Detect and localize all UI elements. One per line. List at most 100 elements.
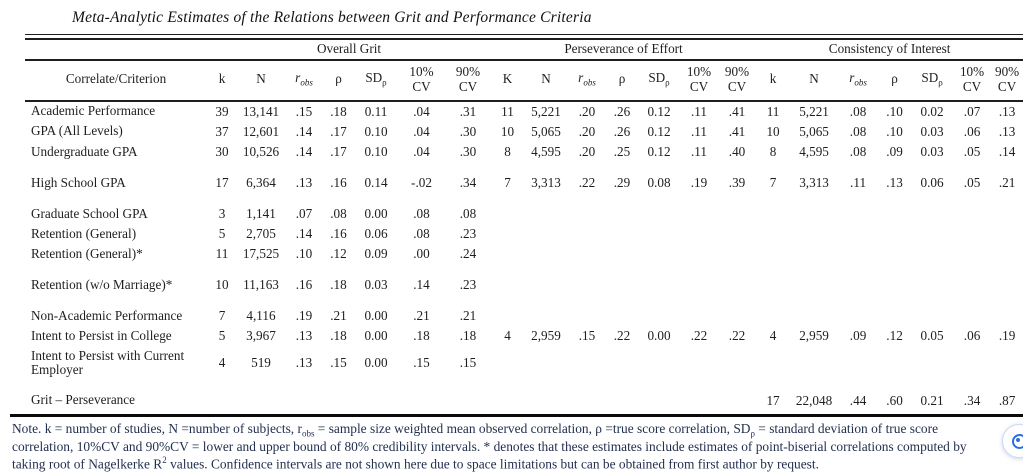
table-cell — [524, 380, 568, 411]
table-cell — [878, 264, 911, 295]
table-cell: 0.00 — [354, 347, 398, 380]
table-cell: 3,313 — [524, 162, 568, 193]
table-cell — [237, 380, 285, 411]
table-cell — [491, 347, 524, 380]
table-cell: 4 — [491, 326, 524, 346]
assistant-badge-glyph — [1012, 434, 1023, 449]
table-cell — [524, 295, 568, 326]
table-cell — [606, 193, 638, 224]
table-cell: .11 — [680, 101, 718, 122]
table-cell: .15 — [398, 347, 445, 380]
table-cell: .08 — [323, 193, 354, 224]
table-cell: .04 — [398, 101, 445, 122]
assistant-badge-icon[interactable] — [1002, 424, 1023, 458]
table-cell: .00 — [398, 244, 445, 264]
column-header-criterion: Correlate/Criterion — [25, 60, 207, 101]
table-cell — [568, 295, 606, 326]
table-cell: .23 — [445, 224, 491, 244]
table-cell — [638, 244, 680, 264]
row-label: High School GPA — [25, 162, 207, 193]
table-cell: .20 — [568, 101, 606, 122]
column-header-rho-ci: ρ — [878, 60, 911, 101]
table-cell — [991, 193, 1023, 224]
table-cell — [606, 347, 638, 380]
table-cell — [790, 347, 838, 380]
table-cell: 7 — [756, 162, 790, 193]
table-cell — [718, 347, 756, 380]
table-cell: 0.08 — [638, 162, 680, 193]
table-cell: -.02 — [398, 162, 445, 193]
column-header-sdrho-og: SDρ — [354, 60, 398, 101]
column-header-cv90-pe: 90%CV — [718, 60, 756, 101]
row-label: Undergraduate GPA — [25, 142, 207, 162]
table-cell — [790, 224, 838, 244]
table-cell: .15 — [568, 326, 606, 346]
table-cell — [991, 224, 1023, 244]
table-cell — [878, 347, 911, 380]
table-cell: .11 — [838, 162, 878, 193]
row-label: Academic Performance — [25, 101, 207, 122]
table-cell: 0.12 — [638, 142, 680, 162]
table-cell: .14 — [285, 122, 323, 142]
table-cell: 5 — [207, 224, 237, 244]
table-cell: 3,967 — [237, 326, 285, 346]
table-cell: .41 — [718, 101, 756, 122]
table-cell: .09 — [878, 142, 911, 162]
table-cell: .40 — [718, 142, 756, 162]
table-cell — [991, 347, 1023, 380]
table-cell: .18 — [398, 326, 445, 346]
table-cell — [680, 224, 718, 244]
table-cell: .31 — [445, 101, 491, 122]
table-cell: 0.06 — [911, 162, 953, 193]
table-cell: 5 — [207, 326, 237, 346]
table-cell: .17 — [323, 122, 354, 142]
table-cell: .08 — [838, 142, 878, 162]
table-cell — [911, 224, 953, 244]
column-header-n-ci: N — [790, 60, 838, 101]
table-cell — [680, 244, 718, 264]
column-header-n-pe: N — [524, 60, 568, 101]
table-cell: 10,526 — [237, 142, 285, 162]
table-cell: 5,065 — [790, 122, 838, 142]
table-cell — [207, 380, 237, 411]
table-cell: 12,601 — [237, 122, 285, 142]
table-cell: 4,595 — [790, 142, 838, 162]
group-header-overall-grit: Overall Grit — [207, 40, 491, 60]
row-label: Grit – Perseverance — [25, 380, 207, 411]
table-cell: .16 — [285, 264, 323, 295]
table-cell — [638, 264, 680, 295]
table-cell: 0.09 — [354, 244, 398, 264]
table-cell: 8 — [756, 142, 790, 162]
table-cell: .10 — [285, 244, 323, 264]
table-cell — [568, 193, 606, 224]
table-cell: 0.14 — [354, 162, 398, 193]
column-header-cv10-og: 10%CV — [398, 60, 445, 101]
table-cell: .11 — [680, 142, 718, 162]
table-cell: .21 — [398, 295, 445, 326]
note-text-segment: obs — [302, 429, 315, 439]
table-cell — [638, 295, 680, 326]
table-cell: .24 — [445, 244, 491, 264]
table-cell — [878, 224, 911, 244]
table-cell: .39 — [718, 162, 756, 193]
table-cell: .04 — [398, 142, 445, 162]
table-cell: .60 — [878, 380, 911, 411]
table-cell — [838, 347, 878, 380]
table-cell: 5,221 — [524, 101, 568, 122]
table-cell: 0.12 — [638, 101, 680, 122]
row-label: Non-Academic Performance — [25, 295, 207, 326]
table-cell: 519 — [237, 347, 285, 380]
table-cell — [953, 295, 991, 326]
table-cell: 5,065 — [524, 122, 568, 142]
table-cell: 0.21 — [911, 380, 953, 411]
table-note: Note. k = number of studies, N =number o… — [12, 421, 1000, 472]
table-cell: 10 — [207, 264, 237, 295]
table-cell: .06 — [953, 122, 991, 142]
table-cell: 17 — [207, 162, 237, 193]
